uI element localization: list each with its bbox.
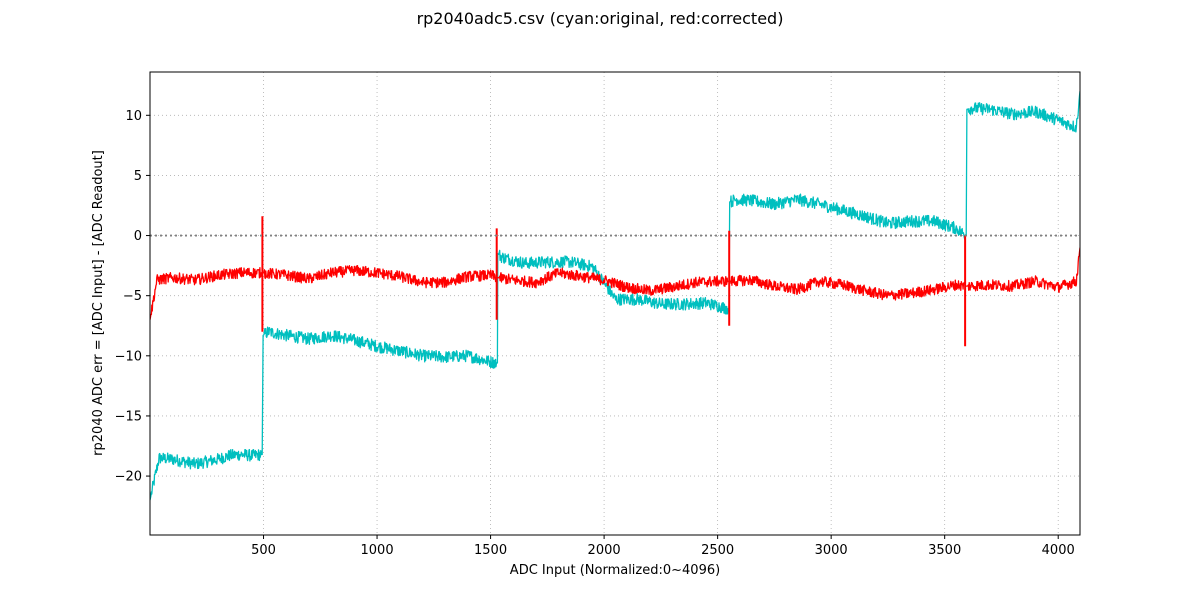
x-tick-label: 2000 (588, 543, 621, 558)
series-0-line (150, 91, 1080, 501)
x-tick-label: 1500 (474, 543, 507, 558)
y-tick-label: −20 (115, 470, 142, 485)
y-tick-label: −15 (115, 409, 142, 424)
chart-title: rp2040adc5.csv (cyan:original, red:corre… (417, 9, 784, 28)
x-tick-label: 2500 (701, 543, 734, 558)
y-axis-label: rp2040 ADC err = [ADC Input] - [ADC Read… (91, 150, 106, 456)
series-1-line (150, 247, 1080, 320)
y-tick-label: 10 (125, 109, 142, 124)
x-tick-label: 500 (251, 543, 276, 558)
plot-area (150, 91, 1080, 501)
y-tick-label: −10 (115, 349, 142, 364)
y-tick-label: −5 (123, 289, 142, 304)
axes-frame (149, 71, 1081, 536)
x-tick-label: 3500 (928, 543, 961, 558)
x-axis: 500 1000 1500 2000 2500 3000 3500 4000 (251, 535, 1075, 558)
y-tick-label: 0 (134, 229, 142, 244)
y-axis: −20 −15 −10 −5 0 5 10 (115, 109, 150, 485)
x-tick-label: 4000 (1042, 543, 1075, 558)
grid (150, 72, 1080, 535)
x-tick-label: 3000 (815, 543, 848, 558)
y-tick-label: 5 (134, 169, 142, 184)
x-tick-label: 1000 (361, 543, 394, 558)
x-axis-label: ADC Input (Normalized:0~4096) (510, 563, 720, 578)
